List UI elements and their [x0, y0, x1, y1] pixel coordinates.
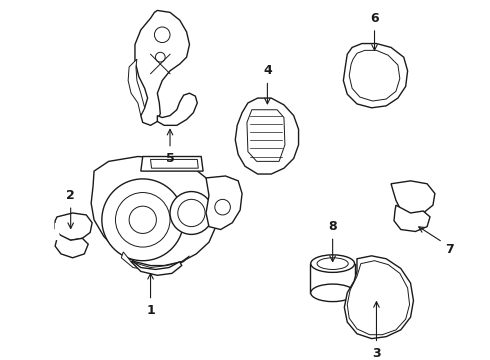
Text: 5: 5 [166, 152, 174, 165]
Polygon shape [91, 157, 219, 266]
Text: 6: 6 [370, 12, 379, 25]
Text: 8: 8 [328, 220, 337, 233]
Polygon shape [344, 256, 414, 339]
Text: 7: 7 [445, 243, 454, 256]
Polygon shape [235, 98, 298, 174]
Polygon shape [247, 110, 285, 161]
Text: 1: 1 [146, 304, 155, 317]
Text: 4: 4 [263, 64, 272, 77]
Polygon shape [157, 93, 197, 125]
Circle shape [170, 192, 213, 234]
Polygon shape [343, 44, 408, 108]
Text: 2: 2 [66, 189, 75, 202]
Circle shape [215, 199, 230, 215]
Polygon shape [141, 157, 203, 171]
Polygon shape [394, 205, 430, 231]
Polygon shape [55, 234, 88, 258]
Polygon shape [55, 213, 92, 240]
Polygon shape [391, 181, 435, 215]
Polygon shape [131, 262, 182, 275]
Circle shape [178, 199, 205, 226]
Ellipse shape [311, 284, 355, 302]
Text: 3: 3 [372, 347, 381, 360]
Circle shape [129, 206, 156, 233]
Ellipse shape [311, 255, 355, 273]
Polygon shape [135, 10, 190, 125]
Circle shape [116, 193, 170, 247]
Polygon shape [128, 59, 145, 116]
Polygon shape [206, 176, 242, 230]
Polygon shape [150, 159, 198, 168]
Circle shape [102, 179, 184, 261]
Polygon shape [122, 252, 190, 270]
